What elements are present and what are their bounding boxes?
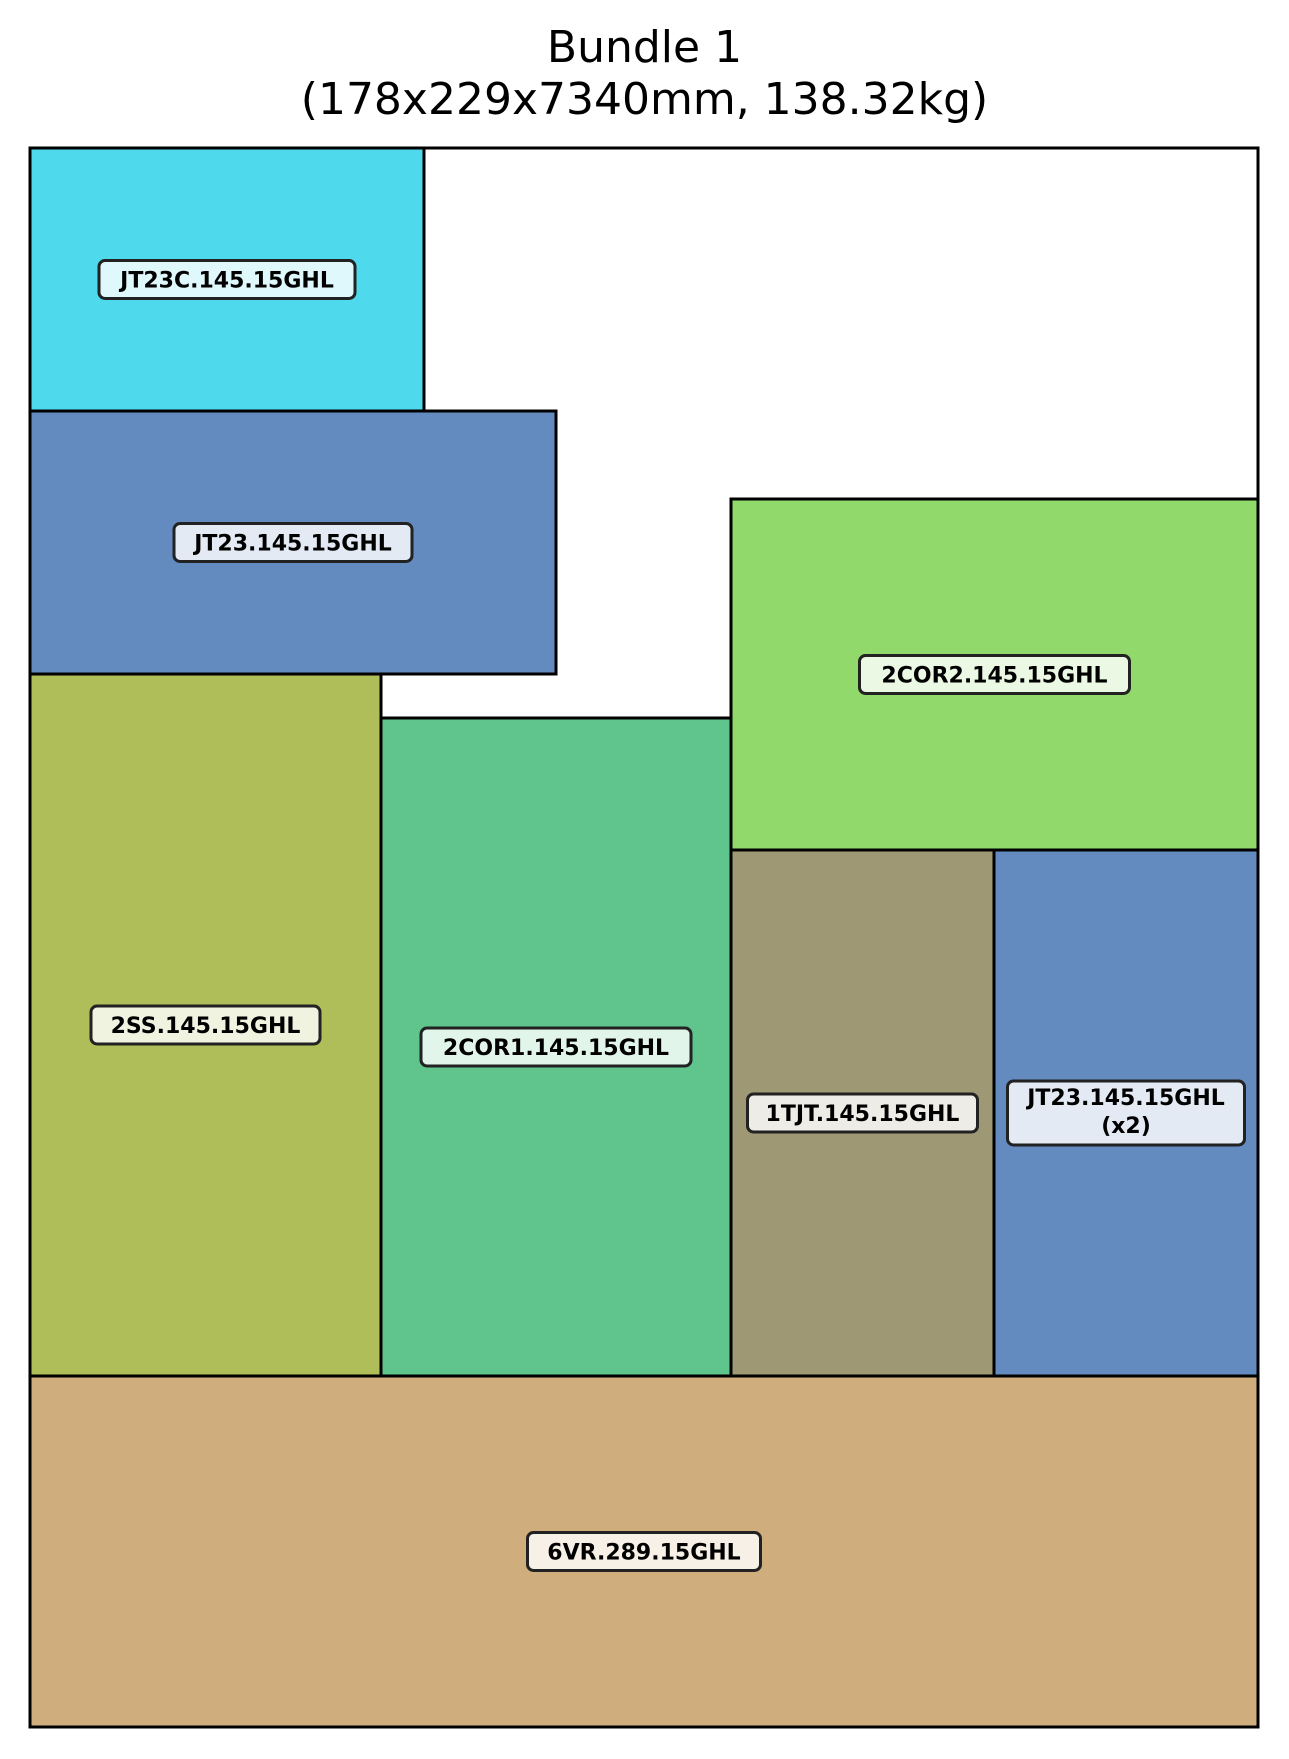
piece-label: 2COR1.145.15GHL — [443, 1036, 669, 1061]
piece-label: JT23C.145.15GHL — [118, 269, 334, 294]
piece-label-box — [97, 259, 357, 300]
title-line-2: (178x229x7340mm, 138.32kg) — [300, 74, 989, 125]
piece-label: 2COR2.145.15GHL — [881, 664, 1107, 689]
piece-label-box — [526, 1531, 762, 1572]
piece-label-box — [172, 522, 414, 563]
title-line-1: Bundle 1 — [546, 22, 743, 73]
piece-7: 6VR.289.15GHL — [28, 1374, 1260, 1729]
piece-5: 1TJT.145.15GHL — [729, 848, 996, 1378]
piece-0: JT23C.145.15GHL — [28, 146, 426, 413]
diagram-title: Bundle 1 (178x229x7340mm, 138.32kg) — [0, 22, 1289, 126]
piece-1: JT23.145.15GHL — [28, 409, 558, 676]
piece-label: JT23.145.15GHL — [1025, 1086, 1225, 1111]
piece-label-box — [89, 1004, 322, 1046]
piece-label-quantity: (x2) — [1101, 1114, 1151, 1139]
piece-label-box — [1006, 1079, 1246, 1147]
piece-label: 6VR.289.15GHL — [547, 1541, 740, 1566]
piece-label: 1TJT.145.15GHL — [766, 1102, 960, 1127]
piece-label-box — [419, 1026, 693, 1068]
piece-4: 2COR1.145.15GHL — [379, 716, 733, 1378]
piece-label: 2SS.145.15GHL — [111, 1014, 301, 1039]
piece-2: 2COR2.145.15GHL — [729, 497, 1260, 852]
piece-label-box — [746, 1092, 979, 1134]
piece-label: JT23.145.15GHL — [192, 532, 392, 557]
piece-3: 2SS.145.15GHL — [28, 672, 383, 1378]
piece-6: JT23.145.15GHL (x2) — [992, 848, 1260, 1378]
piece-label-box — [858, 654, 1131, 695]
